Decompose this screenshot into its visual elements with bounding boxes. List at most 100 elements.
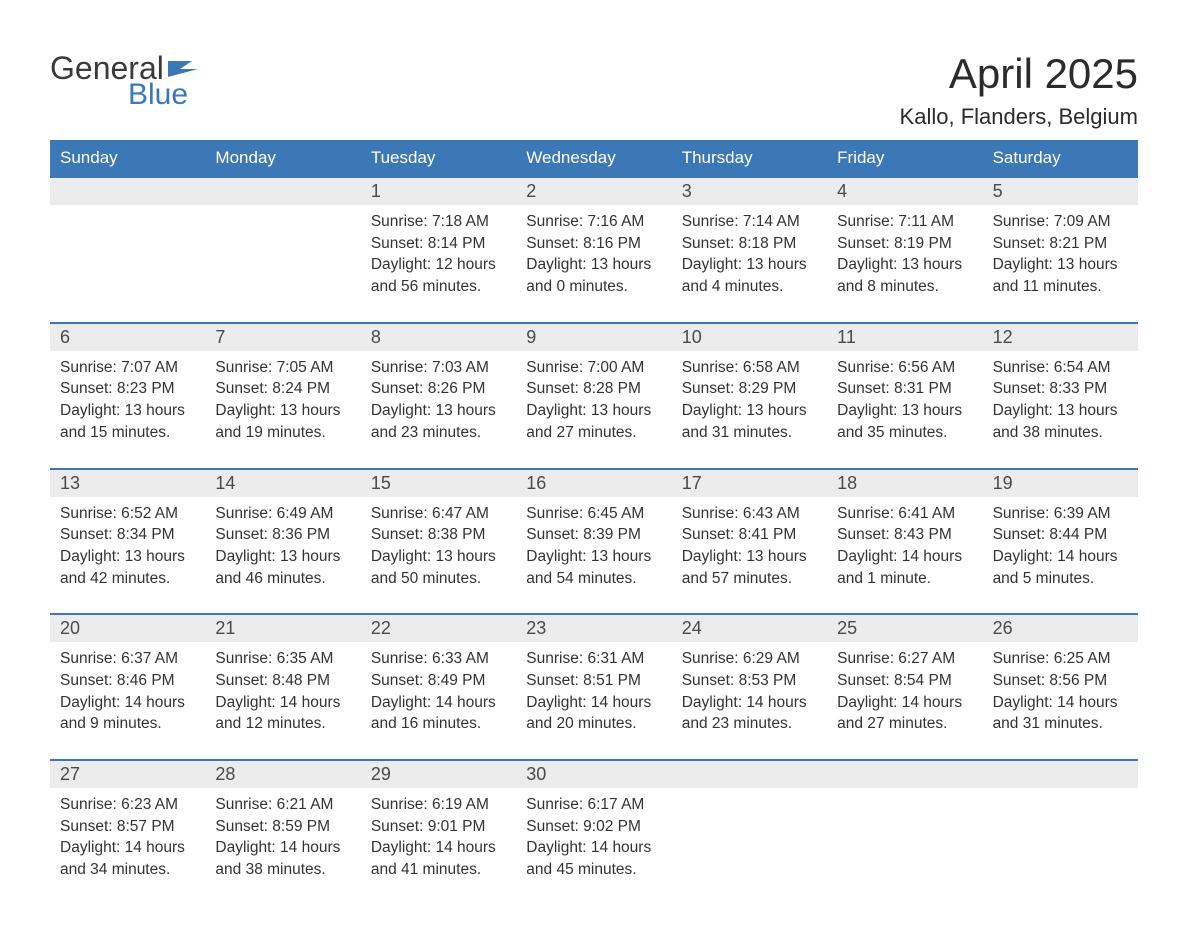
title-block: April 2025 Kallo, Flanders, Belgium: [900, 50, 1138, 130]
sunrise-text: Sunrise: 6:56 AM: [837, 357, 972, 379]
sunrise-text: Sunrise: 6:54 AM: [993, 357, 1128, 379]
sunset-text: Sunset: 8:29 PM: [682, 378, 817, 400]
day-cell: Sunrise: 6:21 AMSunset: 8:59 PMDaylight:…: [205, 788, 360, 895]
day-number: 10: [672, 324, 827, 351]
sunset-text: Sunset: 8:33 PM: [993, 378, 1128, 400]
sunrise-text: Sunrise: 7:18 AM: [371, 211, 506, 233]
day-number: 8: [361, 324, 516, 351]
day-cell: Sunrise: 7:03 AMSunset: 8:26 PMDaylight:…: [361, 351, 516, 458]
sunrise-text: Sunrise: 6:47 AM: [371, 503, 506, 525]
logo: General Blue: [50, 50, 198, 112]
daylight-text: Daylight: 13 hours and 8 minutes.: [837, 254, 972, 297]
day-number: 7: [205, 324, 360, 351]
day-cell: Sunrise: 6:37 AMSunset: 8:46 PMDaylight:…: [50, 642, 205, 749]
sunset-text: Sunset: 8:53 PM: [682, 670, 817, 692]
sunset-text: Sunset: 8:41 PM: [682, 524, 817, 546]
day-number: 26: [983, 615, 1138, 642]
sunrise-text: Sunrise: 7:05 AM: [215, 357, 350, 379]
sunset-text: Sunset: 8:21 PM: [993, 233, 1128, 255]
day-number: 27: [50, 761, 205, 788]
day-number: 23: [516, 615, 671, 642]
day-number: 1: [361, 178, 516, 205]
day-cell: Sunrise: 6:58 AMSunset: 8:29 PMDaylight:…: [672, 351, 827, 458]
day-cell: Sunrise: 6:17 AMSunset: 9:02 PMDaylight:…: [516, 788, 671, 895]
day-cell: Sunrise: 7:00 AMSunset: 8:28 PMDaylight:…: [516, 351, 671, 458]
day-cell: Sunrise: 6:45 AMSunset: 8:39 PMDaylight:…: [516, 497, 671, 604]
sunset-text: Sunset: 8:54 PM: [837, 670, 972, 692]
sunset-text: Sunset: 8:57 PM: [60, 816, 195, 838]
day-number: 19: [983, 470, 1138, 497]
day-cell: Sunrise: 6:19 AMSunset: 9:01 PMDaylight:…: [361, 788, 516, 895]
daylight-text: Daylight: 13 hours and 15 minutes.: [60, 400, 195, 443]
day-cell: Sunrise: 7:05 AMSunset: 8:24 PMDaylight:…: [205, 351, 360, 458]
empty-cell: [50, 205, 205, 312]
sunset-text: Sunset: 8:19 PM: [837, 233, 972, 255]
day-cell: Sunrise: 6:41 AMSunset: 8:43 PMDaylight:…: [827, 497, 982, 604]
daylight-text: Daylight: 14 hours and 9 minutes.: [60, 692, 195, 735]
day-cell: Sunrise: 6:49 AMSunset: 8:36 PMDaylight:…: [205, 497, 360, 604]
weekday-header-row: SundayMondayTuesdayWednesdayThursdayFrid…: [50, 140, 1138, 176]
sunset-text: Sunset: 8:14 PM: [371, 233, 506, 255]
logo-text-blue: Blue: [128, 78, 198, 112]
weekday-header: Tuesday: [361, 140, 516, 176]
sunrise-text: Sunrise: 7:03 AM: [371, 357, 506, 379]
sunrise-text: Sunrise: 6:49 AM: [215, 503, 350, 525]
sunrise-text: Sunrise: 6:25 AM: [993, 648, 1128, 670]
day-cell: Sunrise: 6:39 AMSunset: 8:44 PMDaylight:…: [983, 497, 1138, 604]
weekday-header: Wednesday: [516, 140, 671, 176]
day-cell: Sunrise: 6:31 AMSunset: 8:51 PMDaylight:…: [516, 642, 671, 749]
sunrise-text: Sunrise: 7:00 AM: [526, 357, 661, 379]
daylight-text: Daylight: 13 hours and 27 minutes.: [526, 400, 661, 443]
sunrise-text: Sunrise: 6:29 AM: [682, 648, 817, 670]
day-number: 16: [516, 470, 671, 497]
sunrise-text: Sunrise: 6:33 AM: [371, 648, 506, 670]
day-cell: Sunrise: 6:54 AMSunset: 8:33 PMDaylight:…: [983, 351, 1138, 458]
sunrise-text: Sunrise: 6:58 AM: [682, 357, 817, 379]
sunrise-text: Sunrise: 6:37 AM: [60, 648, 195, 670]
day-number: 30: [516, 761, 671, 788]
daylight-text: Daylight: 13 hours and 11 minutes.: [993, 254, 1128, 297]
day-cell: Sunrise: 6:33 AMSunset: 8:49 PMDaylight:…: [361, 642, 516, 749]
daylight-text: Daylight: 13 hours and 50 minutes.: [371, 546, 506, 589]
weekday-header: Friday: [827, 140, 982, 176]
sunset-text: Sunset: 8:39 PM: [526, 524, 661, 546]
daylight-text: Daylight: 13 hours and 19 minutes.: [215, 400, 350, 443]
day-number: 6: [50, 324, 205, 351]
day-cell: Sunrise: 7:09 AMSunset: 8:21 PMDaylight:…: [983, 205, 1138, 312]
sunset-text: Sunset: 9:02 PM: [526, 816, 661, 838]
daylight-text: Daylight: 14 hours and 45 minutes.: [526, 837, 661, 880]
calendar-grid: SundayMondayTuesdayWednesdayThursdayFrid…: [50, 140, 1138, 895]
weekday-header: Monday: [205, 140, 360, 176]
empty-daynum: [827, 761, 982, 788]
daylight-text: Daylight: 13 hours and 35 minutes.: [837, 400, 972, 443]
sunset-text: Sunset: 9:01 PM: [371, 816, 506, 838]
day-number: 28: [205, 761, 360, 788]
day-number: 12: [983, 324, 1138, 351]
daylight-text: Daylight: 14 hours and 27 minutes.: [837, 692, 972, 735]
sunrise-text: Sunrise: 6:17 AM: [526, 794, 661, 816]
weekday-header: Thursday: [672, 140, 827, 176]
sunrise-text: Sunrise: 7:14 AM: [682, 211, 817, 233]
daylight-text: Daylight: 14 hours and 16 minutes.: [371, 692, 506, 735]
day-number: 17: [672, 470, 827, 497]
empty-daynum: [205, 178, 360, 205]
sunrise-text: Sunrise: 6:52 AM: [60, 503, 195, 525]
sunset-text: Sunset: 8:28 PM: [526, 378, 661, 400]
week-row: 12345Sunrise: 7:18 AMSunset: 8:14 PMDayl…: [50, 176, 1138, 312]
sunrise-text: Sunrise: 6:31 AM: [526, 648, 661, 670]
day-number: 3: [672, 178, 827, 205]
sunrise-text: Sunrise: 6:45 AM: [526, 503, 661, 525]
day-number: 4: [827, 178, 982, 205]
sunset-text: Sunset: 8:44 PM: [993, 524, 1128, 546]
day-cell: Sunrise: 6:43 AMSunset: 8:41 PMDaylight:…: [672, 497, 827, 604]
daylight-text: Daylight: 13 hours and 31 minutes.: [682, 400, 817, 443]
weekday-header: Saturday: [983, 140, 1138, 176]
weeks-container: 12345Sunrise: 7:18 AMSunset: 8:14 PMDayl…: [50, 176, 1138, 895]
day-cell: Sunrise: 6:29 AMSunset: 8:53 PMDaylight:…: [672, 642, 827, 749]
sunrise-text: Sunrise: 6:23 AM: [60, 794, 195, 816]
daylight-text: Daylight: 12 hours and 56 minutes.: [371, 254, 506, 297]
week-row: 13141516171819Sunrise: 6:52 AMSunset: 8:…: [50, 468, 1138, 604]
day-number: 25: [827, 615, 982, 642]
day-cell: Sunrise: 7:16 AMSunset: 8:16 PMDaylight:…: [516, 205, 671, 312]
sunset-text: Sunset: 8:34 PM: [60, 524, 195, 546]
